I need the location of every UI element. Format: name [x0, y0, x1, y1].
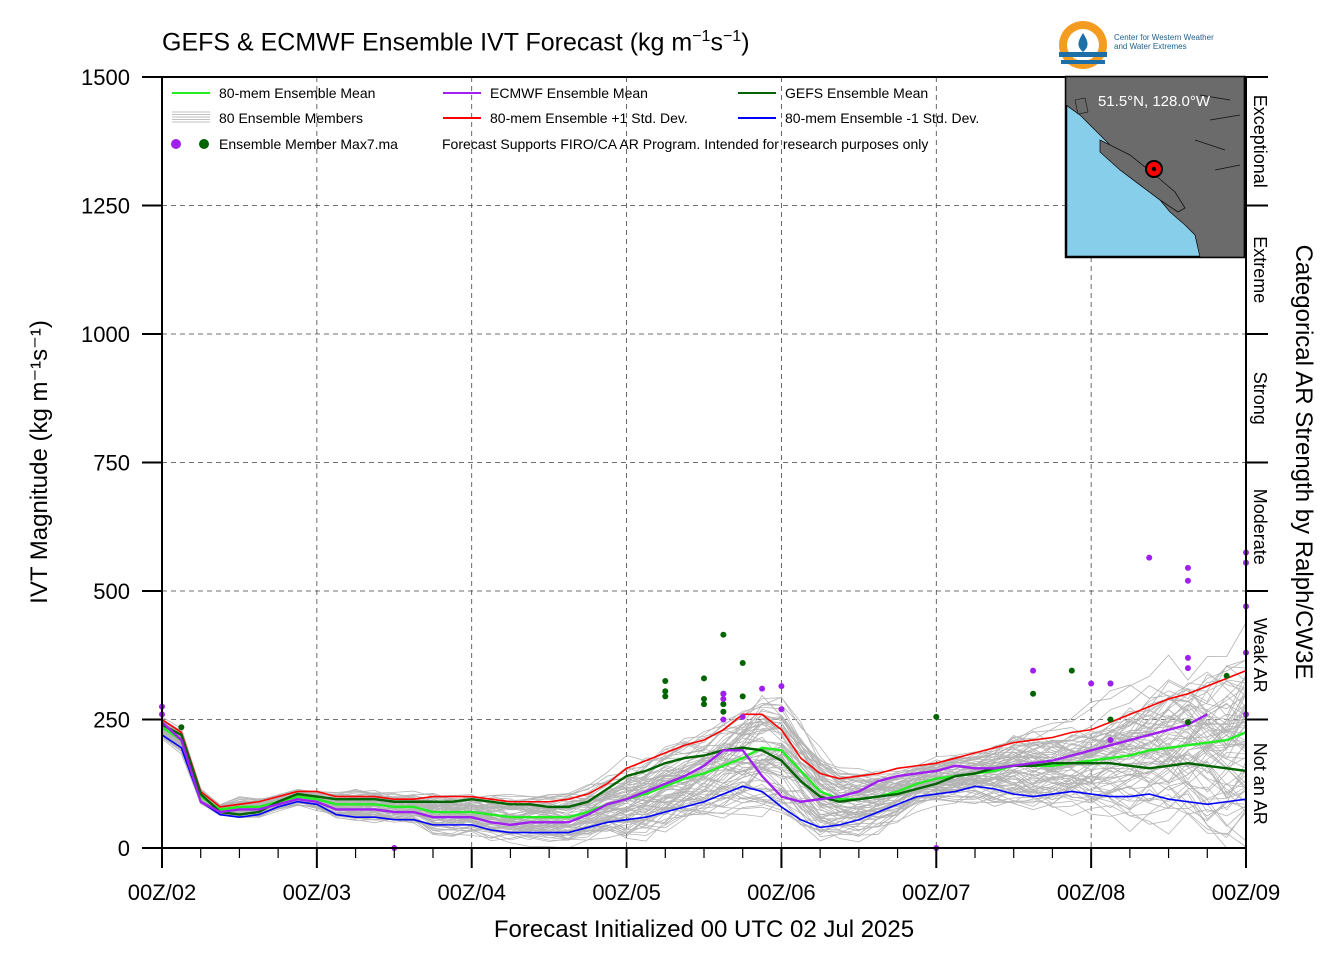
legend-label: ECMWF Ensemble Mean — [490, 85, 648, 101]
inset-map: 51.5°N, 128.0°W — [1064, 75, 1246, 259]
water-drop-icon — [1078, 33, 1088, 52]
ecmwf-max-point — [759, 685, 766, 692]
gefs-max-point — [739, 693, 746, 700]
ensemble-member-line — [161, 735, 1247, 842]
legend-label: 80-mem Ensemble -1 Std. Dev. — [785, 110, 979, 126]
gefs-max-point — [662, 677, 669, 684]
logo-text: Center for Western Weather and Water Extr… — [1114, 33, 1214, 51]
legend-dot-green — [199, 139, 209, 149]
y-tick-label: 0 — [118, 836, 130, 861]
ecmwf-max-point — [1146, 554, 1153, 561]
x-tick-label: 00Z/07 — [902, 880, 971, 905]
series-line-80-mem-ensemble-1-std-dev- — [161, 734, 1247, 834]
category-label: Exceptional — [1250, 95, 1270, 188]
series-line-ecmwf-ensemble-mean — [161, 713, 1208, 827]
legend-label: 80-mem Ensemble +1 Std. Dev. — [490, 110, 688, 126]
gefs-max-point — [662, 693, 669, 700]
y-tick-label: 500 — [93, 579, 130, 604]
gefs-max-point — [178, 724, 185, 731]
ecmwf-max-point — [720, 695, 727, 702]
ecmwf-max-point — [739, 713, 746, 720]
gefs-max-point — [933, 713, 940, 720]
gefs-max-point — [662, 688, 669, 695]
disclaimer-text: Forecast Supports FIRO/CA AR Program. In… — [442, 136, 928, 152]
category-label: Strong — [1250, 372, 1270, 425]
right-axis-label: Categorical AR Strength by Ralph/CW3E — [1290, 245, 1317, 680]
series-line-gefs-ensemble-mean — [161, 723, 1247, 816]
cw3e-logo — [1059, 21, 1107, 69]
series-line-80-mem-ensemble-1-std-dev- — [161, 669, 1247, 808]
y-tick-label: 750 — [93, 451, 130, 476]
y-tick-label: 1250 — [81, 194, 130, 219]
gefs-max-point — [701, 695, 707, 702]
gefs-max-point — [720, 701, 727, 708]
ar-category-axis: Not an AR Weak AR Moderate Strong Extreme Exc… — [1246, 76, 1270, 825]
y-tick-label: 1000 — [81, 322, 130, 347]
x-tick-label: 00Z/02 — [128, 880, 197, 905]
legend: 80-mem Ensemble Mean ECMWF Ensemble Mean G… — [171, 85, 979, 152]
gefs-max-point — [739, 659, 746, 666]
y-tick-label: 250 — [93, 708, 130, 733]
ensemble-member-line — [161, 732, 1247, 835]
ecmwf-max-point — [1088, 680, 1095, 687]
gefs-max-point — [1030, 690, 1037, 697]
x-axis-label: Forecast Initialized 00 UTC 02 Jul 2025 — [494, 916, 914, 943]
ensemble-member-line — [161, 733, 1247, 839]
axis-ticks: 0 250 500 750 1000 1250 1500 00Z/02 00Z/03 00Z/04… — [81, 65, 1280, 905]
x-tick-label: 00Z/08 — [1057, 880, 1126, 905]
ensemble-member-line — [161, 698, 1247, 819]
legend-label: 80-mem Ensemble Mean — [219, 85, 375, 101]
gefs-max-point — [701, 675, 707, 682]
y-tick-label: 1500 — [81, 65, 130, 90]
ecmwf-max-point — [1030, 667, 1037, 674]
legend-label: GEFS Ensemble Mean — [785, 85, 928, 101]
category-label: Not an AR — [1250, 743, 1270, 825]
ensemble-member-lines — [161, 622, 1247, 849]
x-tick-label: 00Z/09 — [1212, 880, 1281, 905]
ecmwf-max-point — [1107, 680, 1114, 687]
category-label: Extreme — [1250, 236, 1270, 303]
x-tick-label: 00Z/04 — [437, 880, 506, 905]
x-tick-label: 00Z/03 — [283, 880, 352, 905]
ecmwf-max-point — [778, 706, 785, 713]
ecmwf-max-point — [1184, 564, 1191, 571]
ensemble-member-line — [161, 735, 1247, 834]
ecmwf-max-point — [1107, 737, 1114, 744]
gefs-max-point — [1223, 672, 1230, 679]
ecmwf-max-point — [1184, 577, 1191, 584]
ecmwf-max-point — [720, 690, 727, 697]
gefs-max-point — [1068, 667, 1075, 674]
gefs-max-point — [720, 631, 727, 638]
y-axis-label: IVT Magnitude (kg m⁻¹s⁻¹) — [26, 320, 53, 604]
x-tick-label: 00Z/06 — [747, 880, 816, 905]
chart-title: GEFS & ECMWF Ensemble IVT Forecast (kg m… — [162, 28, 750, 57]
category-label: Weak AR — [1250, 618, 1270, 693]
gefs-max-point — [720, 708, 727, 715]
ecmwf-max-point — [1184, 665, 1191, 672]
ecmwf-max-point — [720, 716, 727, 723]
category-label: Moderate — [1250, 489, 1270, 565]
max-point-markers — [159, 549, 1249, 851]
ensemble-member-line — [161, 735, 1247, 842]
ecmwf-max-point — [778, 683, 785, 690]
gefs-max-point — [1107, 716, 1114, 723]
gefs-max-point — [701, 701, 707, 708]
legend-label: Ensemble Member Max7.ma — [219, 136, 398, 152]
legend-label: 80 Ensemble Members — [219, 110, 363, 126]
series-lines — [161, 669, 1247, 834]
gefs-max-point — [1184, 719, 1191, 726]
inset-location-label: 51.5°N, 128.0°W — [1098, 93, 1211, 110]
legend-dot-purple — [171, 139, 181, 149]
x-tick-label: 00Z/05 — [592, 880, 661, 905]
ecmwf-max-point — [1184, 654, 1191, 661]
